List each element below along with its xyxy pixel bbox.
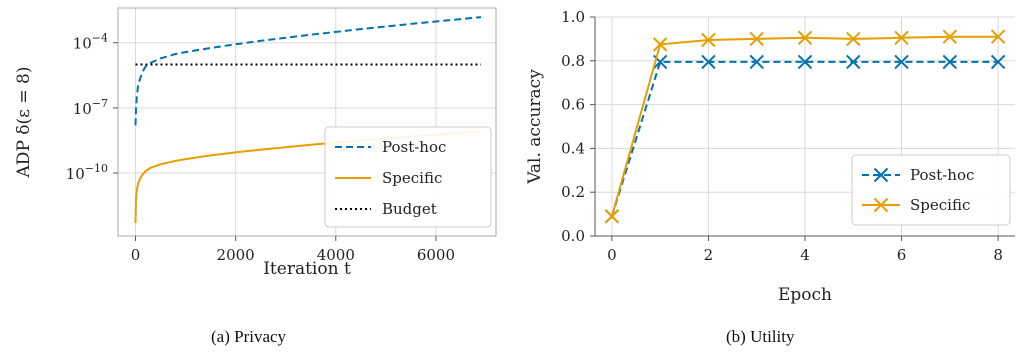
marker-stroke bbox=[990, 29, 1006, 44]
x-axis-label: Iteration t bbox=[263, 259, 351, 279]
legend-label: Post-hoc bbox=[382, 138, 446, 156]
data-point-specific bbox=[749, 31, 764, 47]
data-point-specific bbox=[604, 209, 620, 224]
marker-stroke bbox=[749, 31, 764, 47]
y-tick-label: 0.0 bbox=[561, 227, 585, 245]
marker-stroke bbox=[846, 54, 861, 70]
series-line-post-hoc bbox=[610, 60, 999, 217]
legend-label: Post-hoc bbox=[910, 166, 974, 184]
marker-stroke bbox=[942, 29, 958, 44]
y-tick-label: 10−7 bbox=[73, 97, 108, 118]
caption-utility: (b) Utility bbox=[726, 327, 795, 346]
marker-stroke bbox=[652, 37, 668, 52]
x-tick-label: 0 bbox=[131, 246, 141, 264]
data-point-post-hoc bbox=[749, 54, 764, 70]
legend-marker bbox=[873, 167, 889, 183]
marker-stroke bbox=[942, 54, 958, 70]
x-tick-label: 8 bbox=[993, 246, 1003, 264]
data-point-post-hoc bbox=[990, 54, 1006, 70]
marker-stroke bbox=[701, 32, 716, 48]
legend-marker bbox=[873, 197, 889, 213]
data-point-specific bbox=[846, 31, 861, 47]
y-axis-label: ADP δ(ε = 8) bbox=[14, 67, 34, 179]
data-point-post-hoc bbox=[701, 54, 716, 70]
plot-frame-privacy bbox=[117, 7, 497, 237]
data-point-specific bbox=[942, 29, 958, 44]
marker-stroke bbox=[797, 30, 813, 46]
legend-box bbox=[851, 154, 1011, 226]
legend-label: Specific bbox=[910, 196, 970, 214]
data-point-post-hoc bbox=[894, 54, 909, 70]
utility-chart: 0 2 4 6 8 0.0 0.2 0.4 0.6 0.8 1.0 Epoch Val. accurac… bbox=[525, 8, 1015, 305]
data-point-specific bbox=[701, 32, 716, 48]
marker-stroke bbox=[846, 31, 861, 47]
data-point-specific bbox=[894, 30, 909, 46]
x-tick-label: 6000 bbox=[417, 246, 455, 264]
y-tick-label: 1.0 bbox=[561, 8, 585, 26]
marker-stroke bbox=[990, 54, 1006, 70]
privacy-chart: 0 2000 4000 6000 10−10 10−7 10−4 Iteration t ADP… bbox=[14, 7, 497, 279]
data-point-post-hoc bbox=[846, 54, 861, 70]
x-tick-label: 6 bbox=[897, 246, 907, 264]
marker-stroke bbox=[797, 54, 813, 70]
y-tick-label: 0.2 bbox=[561, 183, 585, 201]
data-point-post-hoc bbox=[942, 54, 958, 70]
y-tick-label: 0.8 bbox=[561, 52, 585, 70]
marker-stroke bbox=[894, 54, 909, 70]
marker-stroke bbox=[701, 54, 716, 70]
y-tick-label: 0.4 bbox=[561, 139, 585, 157]
y-axis-label: Val. accuracy bbox=[525, 69, 545, 185]
data-point-post-hoc bbox=[797, 54, 813, 70]
x-tick-label: 2000 bbox=[217, 246, 255, 264]
marker-stroke bbox=[749, 54, 764, 70]
series-line-post-hoc bbox=[134, 16, 482, 126]
marker-stroke bbox=[873, 197, 889, 213]
legend-label: Specific bbox=[382, 169, 442, 187]
x-tick-label: 0 bbox=[607, 246, 617, 264]
marker-stroke bbox=[873, 167, 889, 183]
x-tick-label: 4 bbox=[800, 246, 810, 264]
data-point-specific bbox=[652, 37, 668, 52]
legend-label: Budget bbox=[382, 200, 437, 218]
marker-stroke bbox=[604, 209, 620, 224]
y-tick-label: 10−4 bbox=[73, 32, 108, 53]
x-tick-label: 4000 bbox=[317, 246, 355, 264]
x-tick-label: 2 bbox=[704, 246, 714, 264]
y-tick-label: 10−10 bbox=[66, 162, 108, 183]
data-point-specific bbox=[797, 30, 813, 46]
legend-box bbox=[324, 126, 492, 228]
marker-stroke bbox=[894, 30, 909, 46]
x-axis-label: Epoch bbox=[778, 285, 832, 305]
y-tick-label: 0.6 bbox=[561, 96, 585, 114]
caption-privacy: (a) Privacy bbox=[211, 327, 287, 346]
marker-stroke bbox=[652, 54, 668, 70]
data-point-specific bbox=[990, 29, 1006, 44]
